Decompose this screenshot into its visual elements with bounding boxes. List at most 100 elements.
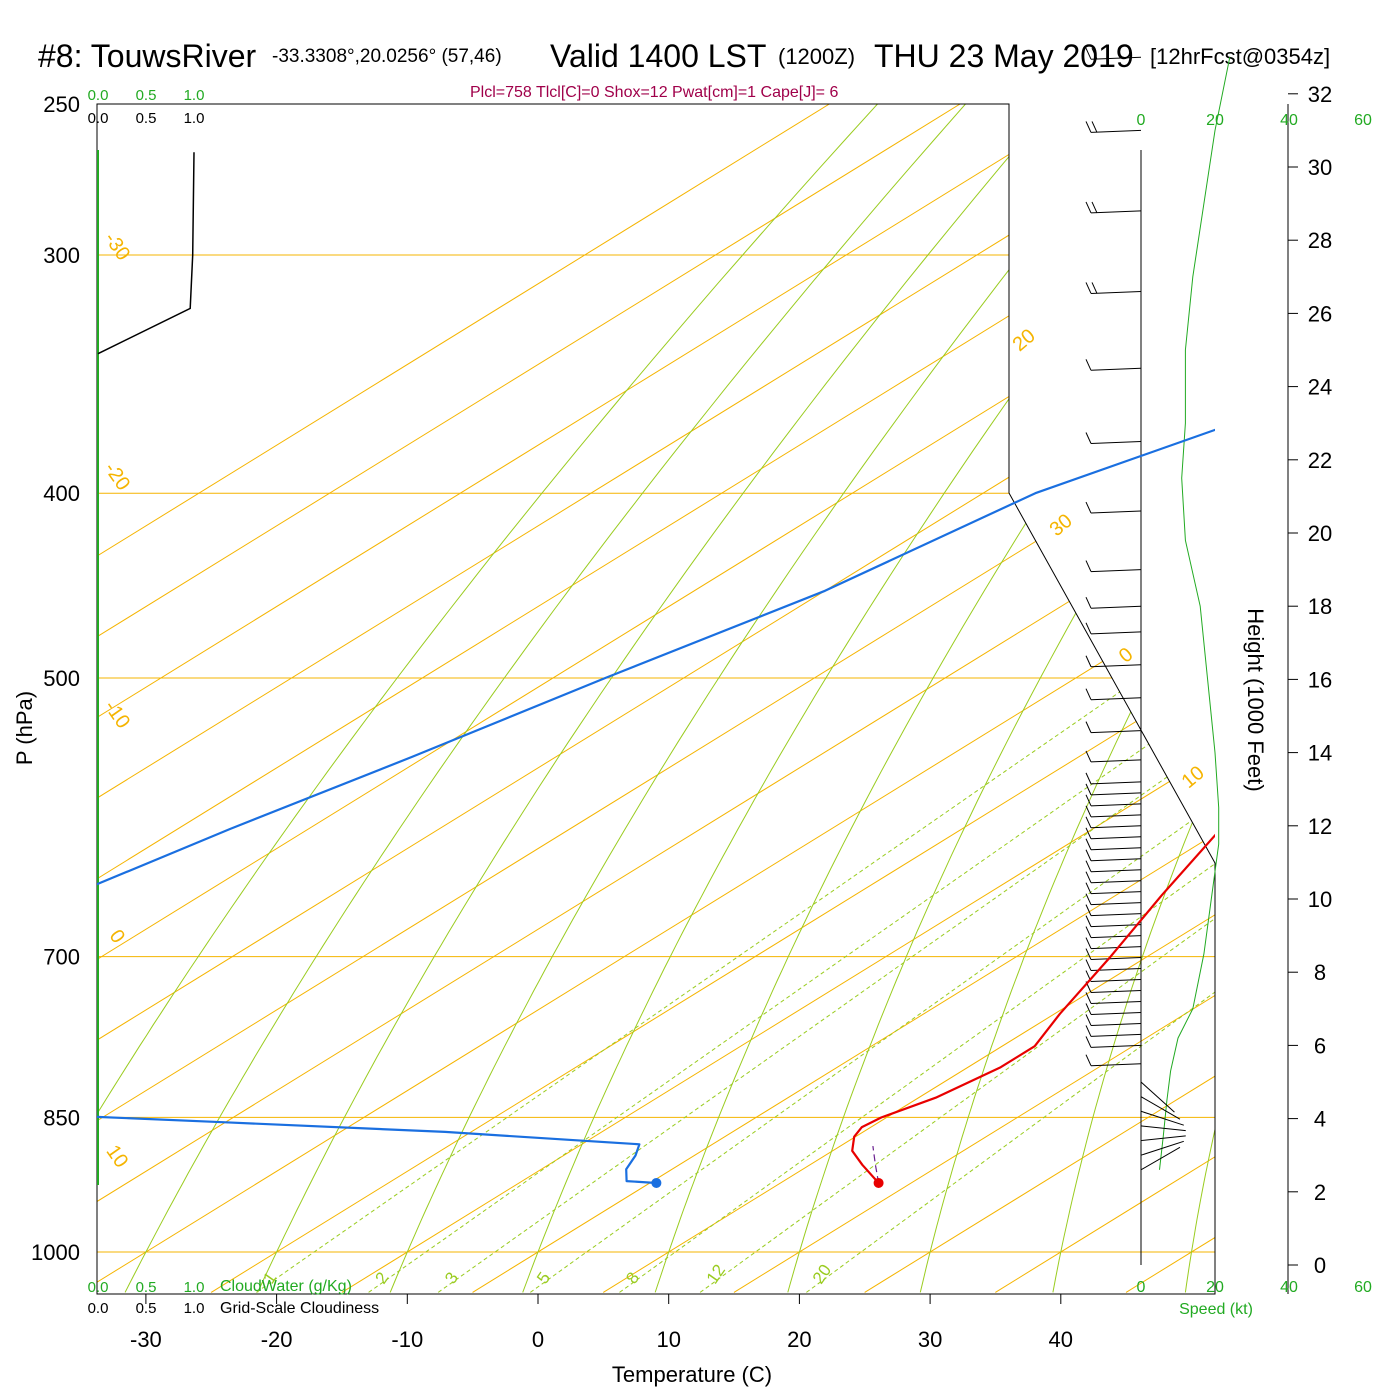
dry-adiabat <box>257 104 1054 1293</box>
mixing-ratio-line <box>530 492 1215 1293</box>
wind-barb-feather <box>1085 838 1092 850</box>
height-tick-label: 26 <box>1308 301 1332 326</box>
isotherm-line <box>97 104 1215 1293</box>
cloud-top-black-tick: 0.5 <box>136 110 157 127</box>
cloud-top-green-tick: 0.5 <box>136 87 157 104</box>
mixing-ratio-line <box>368 492 1215 1293</box>
wind-barb <box>1090 1033 1142 1037</box>
cloud-top-black-tick: 1.0 <box>184 110 205 127</box>
wind-barb-feather <box>1085 904 1092 916</box>
mixing-ratio-label: 5 <box>533 1269 554 1288</box>
wind-barb <box>1090 569 1142 573</box>
wind-barb <box>1090 979 1142 983</box>
wind-barb <box>1090 935 1142 939</box>
x-tick-label: -10 <box>391 1327 423 1352</box>
isotherm-line <box>97 104 1215 1293</box>
y-tick-label: 300 <box>43 243 80 268</box>
temperature-profile <box>851 833 1215 1184</box>
wind-barb <box>1090 441 1142 444</box>
isotherm-line <box>733 104 1215 1293</box>
isotherm-label: 10 <box>102 1141 133 1172</box>
cloud-bottom-black-tick: 1.0 <box>184 1300 205 1317</box>
height-tick-label: 14 <box>1308 741 1332 766</box>
wind-barb-feather <box>1085 596 1092 609</box>
wind-barb-feather <box>1085 805 1092 818</box>
wind-barb <box>1140 1140 1184 1156</box>
valid-time: Valid 1400 LST <box>550 38 767 74</box>
height-tick-label: 28 <box>1308 228 1332 253</box>
mixing-ratio-label: 2 <box>372 1269 393 1288</box>
x-tick-label: 20 <box>787 1327 811 1352</box>
x-tick-label: -20 <box>261 1327 293 1352</box>
wind-barb <box>1090 836 1142 840</box>
cloud-top-green-tick: 0.0 <box>88 87 109 104</box>
wind-barb-feather <box>1085 1054 1092 1066</box>
wind-barb <box>1090 56 1142 60</box>
wind-barb <box>1090 759 1142 763</box>
isotherm-line <box>97 104 1215 1293</box>
wind-barb <box>1090 664 1142 668</box>
wind-barb <box>1090 814 1142 818</box>
wind-barb-feather <box>1085 688 1092 700</box>
wind-barb <box>1140 1081 1175 1113</box>
mixing-ratio-label: 8 <box>622 1269 643 1288</box>
wind-barb <box>1090 957 1142 961</box>
speed-tick-top: 0 <box>1137 112 1146 129</box>
wind-barb <box>1090 869 1142 873</box>
wind-barb <box>1090 1044 1142 1048</box>
surface-temperature-marker <box>873 1177 884 1188</box>
wind-barb <box>1090 1022 1142 1026</box>
isotherm-line <box>341 104 1215 1293</box>
wind-barb-feather <box>1085 948 1092 960</box>
wind-barb <box>1140 1146 1181 1171</box>
y-tick-label: 850 <box>43 1105 80 1130</box>
wind-barb-feather <box>1085 827 1092 839</box>
wind-barb-feather <box>1085 915 1092 927</box>
wind-barb <box>1090 847 1142 851</box>
wind-barb <box>1090 858 1142 862</box>
speed-tick-top: 60 <box>1354 112 1372 129</box>
isotherm-line <box>97 104 961 1293</box>
isotherm-label: 0 <box>1115 643 1138 667</box>
wind-barb-feather <box>1085 622 1092 635</box>
wind-barb-feather <box>1085 794 1092 807</box>
wind-barb-feather <box>1085 655 1092 667</box>
wind-barb <box>1140 1125 1186 1132</box>
mixing-ratio-line <box>619 492 1215 1293</box>
cloud-bottom-green-tick: 0.5 <box>136 1279 157 1296</box>
wind-barb <box>1090 510 1142 514</box>
isotherm-label: 20 <box>1009 325 1040 356</box>
isotherm-label: 0 <box>105 926 129 948</box>
wind-barb <box>1090 781 1142 785</box>
wind-barb-feather <box>1085 1036 1092 1048</box>
isotherm-line <box>472 104 1215 1293</box>
wind-barb <box>1090 1000 1142 1004</box>
x-tick-label: 0 <box>532 1327 544 1352</box>
wind-barb-feather <box>1085 871 1092 883</box>
wind-barb-feather <box>1085 1014 1092 1026</box>
height-tick-label: 6 <box>1314 1033 1326 1058</box>
speed-tick-top: 20 <box>1206 112 1224 129</box>
isotherm-label: -10 <box>100 696 135 732</box>
mixing-ratio-label: 20 <box>809 1261 835 1287</box>
dry-adiabat <box>919 104 1215 1293</box>
cloud-top-green-tick: 1.0 <box>184 87 205 104</box>
speed-tick-bottom: 60 <box>1354 1279 1372 1296</box>
isotherm-line <box>97 104 1215 1293</box>
isotherm-label: 30 <box>1046 510 1077 541</box>
wind-barb <box>1090 697 1142 701</box>
isotherm-label: -30 <box>100 228 135 264</box>
wind-barb-feather <box>1085 47 1092 60</box>
y-tick-label: 400 <box>43 481 80 506</box>
isotherm-line <box>864 104 1215 1293</box>
dry-adiabat <box>1184 104 1215 1293</box>
wind-barb-feather <box>1085 1003 1092 1015</box>
isotherm-line <box>97 104 1092 1293</box>
dry-adiabat <box>522 104 1215 1293</box>
height-tick-label: 12 <box>1308 814 1332 839</box>
wind-barb <box>1090 129 1142 133</box>
height-tick-label: 22 <box>1308 448 1332 473</box>
dry-adiabat <box>654 104 1215 1293</box>
wind-barb <box>1090 924 1142 928</box>
